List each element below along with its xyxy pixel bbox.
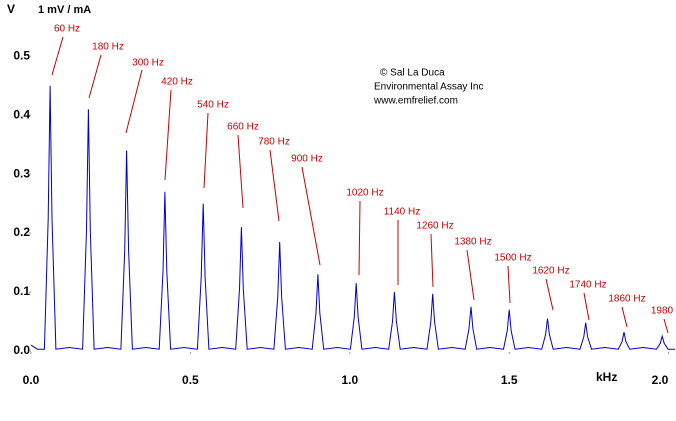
x-tick-label: 1.5 bbox=[501, 373, 518, 387]
y-tick-label: 0.3 bbox=[13, 166, 30, 180]
annotation-leader bbox=[237, 134, 244, 209]
annotation: 1140 Hz bbox=[384, 207, 421, 218]
annotation-leader bbox=[203, 112, 209, 189]
annotation-leader bbox=[583, 292, 590, 321]
annotation: 900 Hz bbox=[291, 154, 323, 165]
annotation-leader bbox=[545, 278, 554, 311]
annotation: 300 Hz bbox=[132, 58, 164, 69]
y-tick-label: 0.5 bbox=[13, 48, 30, 62]
spectrum-line bbox=[30, 85, 675, 350]
annotation: 540 Hz bbox=[197, 100, 229, 111]
annotation-leader bbox=[164, 89, 172, 181]
annotation: 780 Hz bbox=[258, 137, 290, 148]
annotation-leader bbox=[125, 69, 143, 134]
annotation-leader bbox=[466, 249, 475, 301]
annotation: 180 Hz bbox=[92, 42, 124, 53]
x-tick-label: 0.5 bbox=[182, 373, 199, 387]
annotation: 1620 Hz bbox=[532, 266, 569, 277]
annotation-leader bbox=[507, 265, 511, 304]
annotation: 1740 Hz bbox=[569, 280, 606, 291]
annotation: 1860 Hz bbox=[608, 294, 645, 305]
annotation-leader bbox=[430, 233, 434, 288]
annotation: 1380 Hz bbox=[454, 237, 491, 248]
annotation-leader bbox=[301, 166, 321, 266]
y-tick-label: 0.0 bbox=[13, 343, 30, 357]
y-axis-label: V bbox=[7, 2, 15, 16]
y-tick-label: 0.2 bbox=[13, 225, 30, 239]
x-tick-label: 2.0 bbox=[652, 373, 669, 387]
annotation: 1500 Hz bbox=[494, 253, 531, 264]
annotation: 1260 Hz bbox=[416, 221, 453, 232]
annotation: 660 Hz bbox=[227, 122, 259, 133]
annotation: 1020 Hz bbox=[346, 188, 383, 199]
x-tick-label: 1.0 bbox=[341, 373, 358, 387]
annotation: 60 Hz bbox=[54, 24, 80, 35]
annotation: 1980 bbox=[651, 306, 674, 317]
y-tick-label: 0.1 bbox=[13, 284, 30, 298]
x-tick-label: 0.0 bbox=[23, 373, 40, 387]
credit: Environmental Assay Inc bbox=[374, 82, 484, 93]
x-axis-label: kHz bbox=[596, 370, 617, 384]
y-tick-label: 0.4 bbox=[13, 107, 30, 121]
annotation-leader bbox=[621, 306, 628, 328]
annotation-leader bbox=[663, 318, 669, 334]
credit: www.emfrelief.com bbox=[373, 96, 458, 107]
annotation-leader bbox=[358, 200, 361, 276]
credit: © Sal La Duca bbox=[380, 68, 445, 79]
annotation-leader bbox=[269, 149, 280, 222]
annotation: 420 Hz bbox=[161, 77, 193, 88]
annotation-leader bbox=[51, 36, 64, 76]
annotation-leader bbox=[88, 54, 102, 99]
y-axis-unit: 1 mV / mA bbox=[38, 4, 91, 16]
